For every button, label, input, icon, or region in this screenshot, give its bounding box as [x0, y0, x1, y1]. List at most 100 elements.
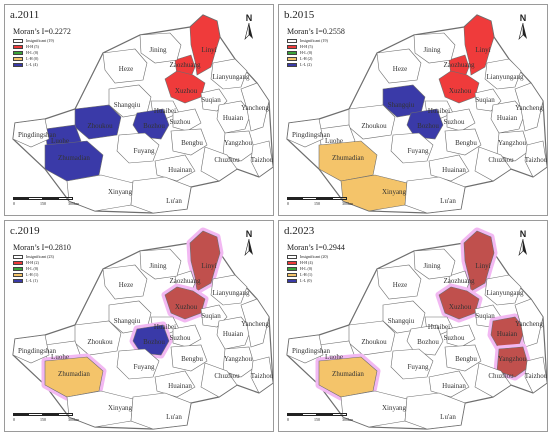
north-label: N — [519, 229, 527, 239]
map-panel-4: Jining Linyi Heze Zaozhuang Lianyungang Xuzho… — [278, 220, 548, 432]
region-suzhou — [446, 324, 476, 348]
legend-swatch — [13, 39, 23, 43]
north-label: N — [245, 13, 253, 23]
legend-label: L-H (0) — [26, 56, 39, 61]
legend-label: H-H (5) — [300, 44, 313, 49]
north-label: N — [519, 13, 527, 23]
city-label-zhoukou: Zhoukou — [361, 338, 387, 346]
legend-hh: H-H (5) — [287, 44, 328, 50]
legend-hl: H-L (0) — [13, 50, 54, 56]
map-svg — [12, 14, 273, 214]
region-pingdingshan — [286, 334, 324, 364]
map-panel-2: Jining Linyi Heze Zaozhuang Lianyungang Xuzho… — [278, 4, 548, 216]
region-huainan — [154, 154, 196, 182]
city-label-zhoukou: Zhoukou — [87, 338, 113, 346]
legend: Insignificant (19) H-H (5) H-L (0) L-H (2) L… — [287, 38, 328, 68]
city-label-huaian: Huaian — [496, 114, 518, 122]
city-label-luohe: Luohe — [325, 353, 343, 361]
scale-label: 150 — [40, 417, 46, 422]
region-yancheng — [240, 298, 270, 348]
region-heze — [102, 264, 148, 300]
legend-ll: L-L (1) — [13, 278, 54, 284]
legend: Insignificant (23) H-H (2) H-L (0) L-H (1) L… — [13, 254, 54, 284]
scale-label: 300km — [68, 417, 80, 422]
region-lianyungang — [210, 274, 248, 306]
legend-label: L-L (2) — [300, 62, 312, 67]
legend-label: H-H (4) — [300, 260, 313, 265]
city-label-jining: Jining — [149, 262, 167, 270]
scale-label: 150 — [314, 201, 320, 206]
legend-hl: H-L (0) — [287, 266, 328, 272]
city-label-yangzhou: Yangzhou — [223, 355, 253, 363]
legend-swatch — [287, 267, 297, 271]
region-suzhou — [446, 108, 476, 132]
region-taizhou — [524, 140, 547, 178]
legend-insignificant: Insignificant (23) — [13, 254, 54, 260]
city-label-suqian: Suqian — [201, 96, 221, 104]
region-huainan — [154, 370, 196, 398]
region-bozhou — [132, 108, 170, 140]
morans-i-value: Moran’s I=0.2558 — [287, 27, 345, 36]
city-label-yancheng: Yancheng — [241, 320, 269, 328]
city-label-pingdingshan: Pingdingshan — [291, 347, 331, 355]
legend-label: L-H (1) — [300, 272, 313, 277]
city-label-fuyang: Fuyang — [133, 363, 155, 371]
city-label-lianyungang: Lianyungang — [212, 289, 250, 297]
scale-bar: 0 150 300km — [13, 413, 83, 423]
city-label-huaian: Huaian — [222, 114, 244, 122]
city-label-huaibei: Huaibei — [427, 107, 451, 115]
morans-i-value: Moran’s I=0.2810 — [13, 243, 71, 252]
region-taizhou — [524, 356, 547, 394]
north-label: N — [245, 229, 253, 239]
north-arrow-icon: N — [241, 13, 257, 43]
scale-label: 0 — [13, 201, 15, 206]
city-label-zhumadian: Zhumadian — [58, 370, 90, 378]
legend-label: H-H (2) — [26, 260, 39, 265]
legend-label: Insignificant (19) — [300, 38, 328, 43]
region-fuyang — [390, 132, 434, 164]
city-label-huaian: Huaian — [496, 330, 518, 338]
region-yangzhou — [496, 130, 530, 162]
city-label-heze: Heze — [118, 65, 134, 73]
region-luan — [404, 392, 466, 430]
city-label-bozhou: Bozhou — [417, 122, 439, 130]
north-arrow-icon: N — [515, 229, 531, 259]
legend-label: H-L (0) — [26, 266, 39, 271]
region-bengbu — [170, 128, 208, 156]
legend-swatch — [13, 255, 23, 259]
legend-ll: L-L (2) — [287, 62, 328, 68]
city-label-jining: Jining — [149, 46, 167, 54]
legend-swatch — [287, 39, 297, 43]
map-panel-1: Jining Linyi Heze Zaozhuang Lianyungang Xuzho… — [4, 4, 274, 216]
city-label-taizhou: Taizhou — [524, 156, 548, 164]
city-label-xinyang: Xinyang — [107, 404, 133, 412]
legend-label: Insignificant (23) — [26, 254, 54, 259]
region-pingdingshan — [286, 118, 324, 148]
city-label-taizhou: Taizhou — [250, 372, 274, 380]
region-jining — [413, 32, 456, 64]
legend-swatch — [287, 273, 297, 277]
legend-swatch — [13, 279, 23, 283]
region-luan — [404, 176, 466, 214]
city-label-lianyungang: Lianyungang — [212, 73, 250, 81]
region-lianyungang — [484, 274, 522, 306]
legend-label: L-H (2) — [300, 56, 313, 61]
city-label-chuzhou: Chuzhou — [488, 156, 514, 164]
city-label-shangqiu: Shangqiu — [387, 101, 415, 109]
legend-label: Insignificant (20) — [300, 254, 328, 259]
city-label-luohe: Luohe — [325, 137, 343, 145]
legend-label: H-L (0) — [300, 266, 313, 271]
city-label-huaibei: Huaibei — [153, 323, 177, 331]
legend-swatch — [13, 45, 23, 49]
city-label-linyi: Linyi — [475, 262, 491, 270]
city-label-shangqiu: Shangqiu — [113, 101, 141, 109]
city-label-zaozhuang: Zaozhuang — [169, 61, 201, 69]
panel-title: a.2011 — [10, 9, 40, 21]
legend-swatch — [13, 273, 23, 277]
city-label-chuzhou: Chuzhou — [488, 372, 514, 380]
city-label-huainan: Huainan — [442, 382, 466, 390]
panel-title: b.2015 — [284, 9, 315, 21]
region-yangzhou — [222, 346, 256, 378]
city-label-huaibei: Huaibei — [153, 107, 177, 115]
